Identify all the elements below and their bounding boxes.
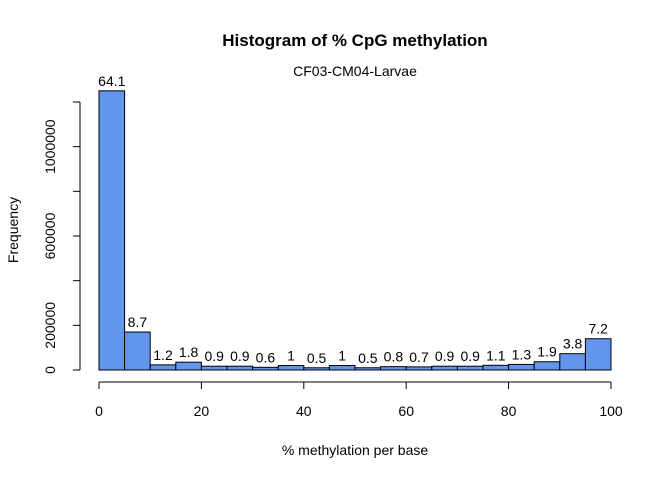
bar-data-label: 1.2	[153, 347, 173, 363]
y-tick-label: 600000	[42, 212, 58, 259]
y-tick-label: 200000	[42, 302, 58, 349]
histogram-bar	[252, 366, 279, 371]
histogram-bar	[200, 365, 228, 371]
bar-data-label: 0.9	[460, 348, 480, 364]
histogram-bar	[277, 365, 305, 371]
bar-data-label: 0.9	[230, 348, 250, 364]
bar-data-label: 1	[338, 348, 346, 364]
histogram-bar	[508, 363, 535, 371]
histogram-bar	[98, 90, 126, 371]
histogram-bar	[456, 365, 484, 371]
histogram-bar	[559, 353, 586, 371]
histogram-bar	[482, 364, 510, 371]
bar-data-label: 1.9	[537, 344, 557, 360]
histogram-bar	[124, 331, 151, 371]
y-axis-label: Frequency	[5, 197, 21, 263]
histogram-bar	[328, 365, 356, 371]
bar-data-label: 0.9	[435, 348, 455, 364]
histogram-bar	[303, 367, 330, 371]
y-tick-label: 1000000	[42, 119, 58, 174]
chart-title: Histogram of % CpG methylation	[222, 31, 487, 50]
histogram-bar	[380, 366, 407, 371]
bar-data-label: 7.2	[588, 321, 608, 337]
bar-data-label: 1.1	[486, 347, 506, 363]
x-tick-label: 40	[296, 403, 312, 419]
bar-data-label: 0.5	[307, 350, 327, 366]
bar-data-label: 1	[287, 348, 295, 364]
bars-group	[98, 90, 612, 371]
histogram-bar	[175, 361, 202, 371]
x-axis-label: % methylation per base	[282, 442, 429, 458]
x-tick-label: 20	[194, 403, 210, 419]
bar-data-label: 0.7	[409, 349, 429, 365]
x-tick-label: 0	[95, 403, 103, 419]
chart-subtitle: CF03-CM04-Larvae	[293, 63, 417, 79]
x-tick-label: 60	[398, 403, 414, 419]
bar-data-label: 0.5	[358, 350, 378, 366]
x-axis: 0 20 40 60 80 100	[95, 381, 623, 419]
y-tick-label: 0	[42, 366, 58, 374]
histogram-bar	[584, 338, 612, 371]
histogram-bar	[226, 365, 254, 371]
x-tick-label: 80	[501, 403, 517, 419]
bar-data-label: 0.6	[256, 349, 276, 365]
bar-data-label: 0.9	[204, 348, 224, 364]
data-labels-group: 64.1 8.7 1.2 1.8 0.9 0.9 0.6 1 0.5 1 0.5 0.8 0.7 0.9 0…	[98, 73, 608, 366]
histogram-bar	[354, 367, 382, 371]
y-axis: 0 200000 600000 1000000	[42, 101, 81, 374]
histogram-bar	[405, 366, 433, 371]
histogram-bar	[533, 361, 561, 371]
histogram-bar	[431, 365, 458, 371]
x-tick-label: 100	[599, 403, 623, 419]
bar-data-label: 0.8	[384, 349, 404, 365]
bar-data-label: 3.8	[563, 336, 583, 352]
histogram-bar	[149, 364, 177, 371]
bar-data-label: 64.1	[98, 73, 125, 89]
bar-data-label: 1.3	[512, 346, 532, 362]
bar-data-label: 8.7	[128, 314, 148, 330]
bar-data-label: 1.8	[179, 344, 199, 360]
